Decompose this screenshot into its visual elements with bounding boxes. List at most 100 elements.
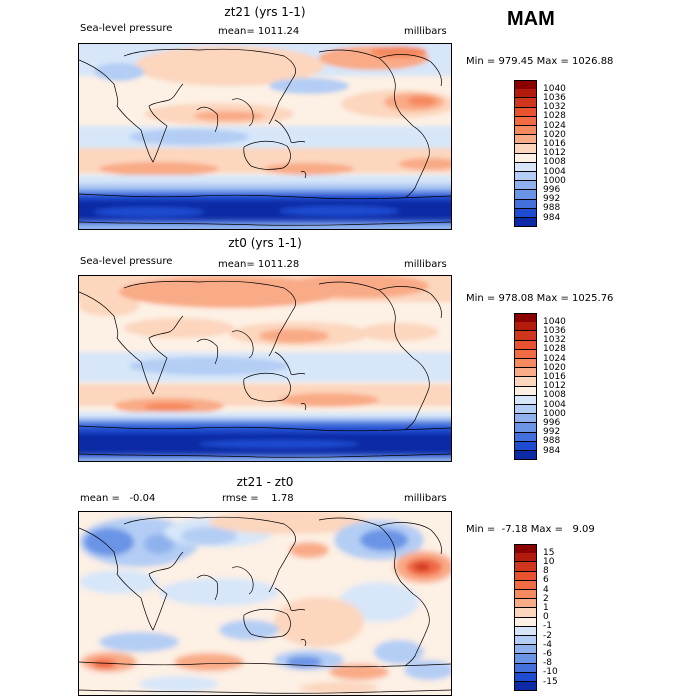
panel1-left-label: Sea-level pressure: [80, 23, 173, 34]
colorbar-swatch: [514, 414, 537, 424]
panel1-field: [79, 44, 451, 229]
colorbar-label: 2: [543, 593, 549, 604]
colorbar-swatch: [514, 368, 537, 378]
panel1-right-label: millibars: [404, 26, 447, 37]
panel3-coastlines: [79, 516, 451, 694]
colorbar-swatch: [514, 126, 537, 136]
colorbar-swatch: [514, 451, 537, 461]
colorbar-label: 1028: [543, 344, 566, 355]
colorbar-label: 1000: [543, 175, 566, 186]
colorbar-label: 1008: [543, 390, 566, 401]
panel1-center-label: mean= 1011.24: [218, 26, 300, 37]
panel3-field: [79, 512, 451, 695]
colorbar-label: 1008: [543, 157, 566, 168]
colorbar-swatch: [514, 89, 537, 99]
colorbar-label: 1004: [543, 166, 566, 177]
colorbar-swatch: [514, 135, 537, 145]
panel2-field: [79, 276, 451, 461]
colorbar-label: -10: [543, 667, 558, 678]
colorbar-swatch: [514, 405, 537, 415]
colorbar-label: 988: [543, 436, 561, 447]
colorbar-label: 1016: [543, 138, 566, 149]
colorbar-label: 992: [543, 427, 561, 438]
colorbar-swatch: [514, 617, 537, 627]
colorbar-swatch: [514, 590, 537, 600]
colorbar-label: 1020: [543, 129, 566, 140]
colorbar-swatch: [514, 208, 537, 218]
colorbar-swatch: [514, 636, 537, 646]
colorbar-label: 1012: [543, 381, 566, 392]
colorbar-swatch: [514, 672, 537, 682]
colorbar-swatch: [514, 199, 537, 209]
panel3-left-label: mean = -0.04: [80, 493, 156, 504]
panel2-left-label: Sea-level pressure: [80, 256, 173, 267]
colorbar-label: 988: [543, 203, 561, 214]
colorbar-swatch: [514, 340, 537, 350]
colorbar-swatch: [514, 349, 537, 359]
colorbar-label: 1032: [543, 335, 566, 346]
colorbar-swatch: [514, 441, 537, 451]
colorbar-label: 1036: [543, 92, 566, 103]
colorbar-swatch: [514, 116, 537, 126]
panel3-right-label: millibars: [404, 493, 447, 504]
colorbar-label: 1040: [543, 316, 566, 327]
colorbar-label: -2: [543, 630, 552, 641]
season-label: MAM: [507, 8, 555, 30]
colorbar-swatch: [514, 654, 537, 664]
colorbar-swatch: [514, 553, 537, 563]
panel2-center-label: mean= 1011.28: [218, 259, 300, 270]
panel1-coastlines: [79, 48, 451, 226]
colorbar-label: -1: [543, 621, 552, 632]
colorbar-swatch: [514, 423, 537, 433]
colorbar-swatch: [514, 599, 537, 609]
colorbar-swatch: [514, 218, 537, 228]
colorbar-swatch: [514, 144, 537, 154]
panel2-coastlines: [79, 280, 451, 458]
colorbar-swatch: [514, 331, 537, 341]
colorbar-label: -4: [543, 639, 552, 650]
panel2-map: [78, 275, 452, 462]
colorbar-label: 1028: [543, 111, 566, 122]
colorbar-label: 1020: [543, 362, 566, 373]
colorbar-label: 1040: [543, 83, 566, 94]
colorbar-swatch: [514, 580, 537, 590]
colorbar-swatch: [514, 190, 537, 200]
colorbar-swatch: [514, 571, 537, 581]
colorbar-label: 996: [543, 417, 561, 428]
colorbar-swatch: [514, 645, 537, 655]
colorbar-swatch: [514, 162, 537, 172]
colorbar-label: 996: [543, 184, 561, 195]
colorbar-label: -15: [543, 676, 558, 687]
colorbar-swatch: [514, 682, 537, 692]
panel2-title: zt0 (yrs 1-1): [228, 236, 302, 250]
panel1-map: [78, 43, 452, 230]
colorbar-swatch: [514, 107, 537, 117]
colorbar-swatch: [514, 172, 537, 182]
colorbar-label: 984: [543, 212, 561, 223]
colorbar-label: 4: [543, 584, 549, 595]
colorbar-swatch: [514, 153, 537, 163]
colorbar-swatch: [514, 432, 537, 442]
colorbar-label: 1004: [543, 399, 566, 410]
colorbar-label: 1024: [543, 120, 566, 131]
colorbar-label: 1: [543, 602, 549, 613]
colorbar-swatch: [514, 181, 537, 191]
panel3-map: [78, 511, 452, 696]
colorbar-label: 1000: [543, 408, 566, 419]
colorbar-swatch: [514, 322, 537, 332]
colorbar-swatch: [514, 626, 537, 636]
colorbar-swatch: [514, 395, 537, 405]
colorbar-swatch: [514, 98, 537, 108]
panel1-title: zt21 (yrs 1-1): [224, 5, 306, 19]
panel2-stats: Min = 978.08 Max = 1025.76: [466, 293, 614, 304]
colorbar-swatch: [514, 663, 537, 673]
colorbar-swatch: [514, 359, 537, 369]
colorbar-swatch: [514, 377, 537, 387]
colorbar-label: -6: [543, 648, 552, 659]
colorbar-swatch: [514, 386, 537, 396]
colorbar-swatch: [514, 608, 537, 618]
colorbar-label: 6: [543, 575, 549, 586]
colorbar-label: 0: [543, 612, 549, 623]
colorbar-label: 1036: [543, 325, 566, 336]
colorbar-label: 1032: [543, 102, 566, 113]
